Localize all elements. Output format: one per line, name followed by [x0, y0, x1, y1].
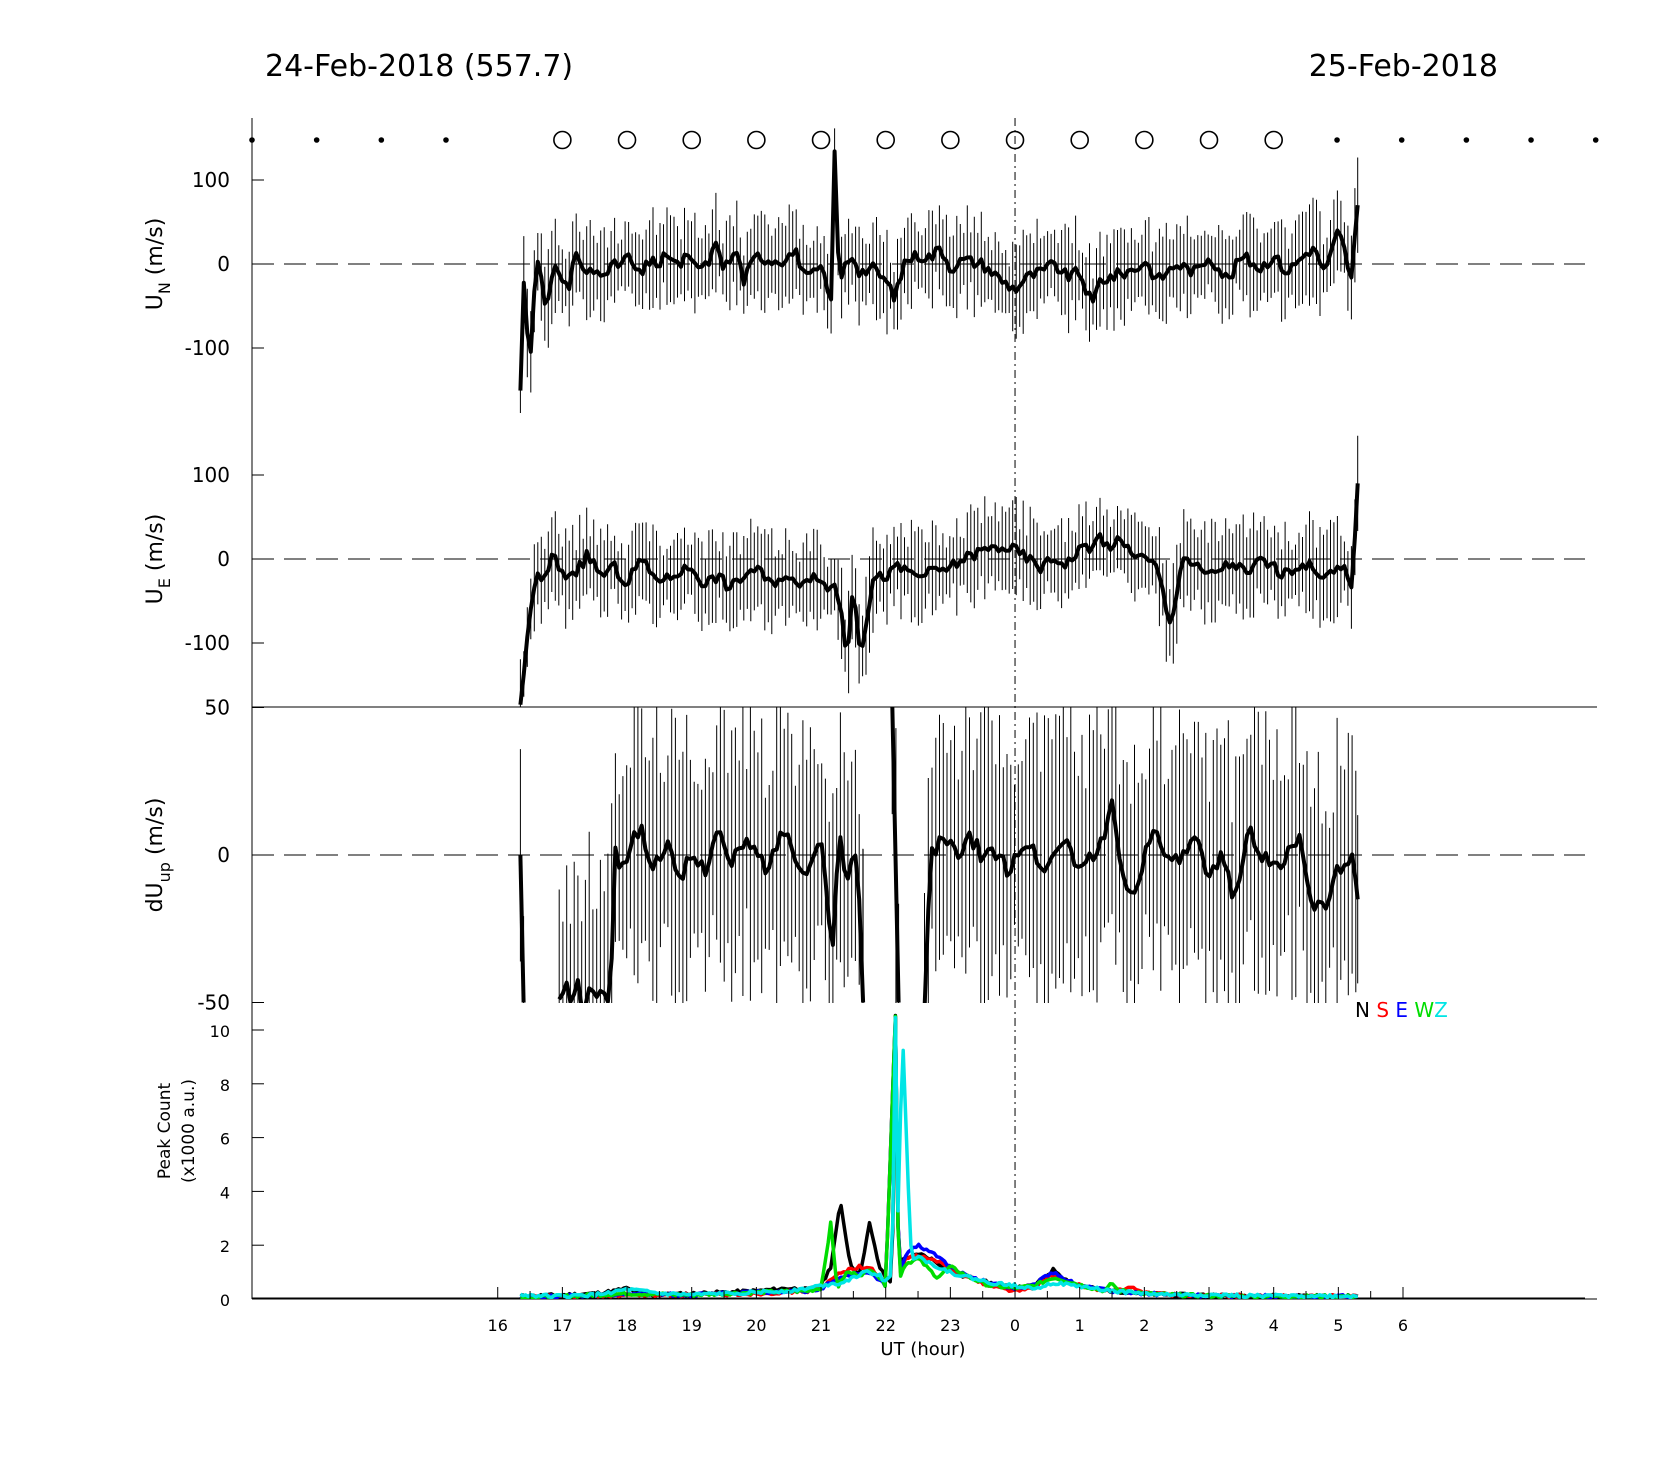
- y-tick-label: 6: [220, 1130, 230, 1149]
- x-tick-label: 4: [1269, 1316, 1279, 1335]
- hour-dot-marker: [249, 137, 255, 143]
- y-tick-label: 8: [220, 1076, 230, 1095]
- y-axis-label: UN (m/s): [143, 218, 174, 311]
- y-tick-label: 100: [192, 168, 230, 192]
- x-tick-label: 2: [1139, 1316, 1149, 1335]
- left-date-title: 24-Feb-2018 (557.7): [265, 49, 573, 84]
- legend-entry-E: E: [1395, 998, 1414, 1022]
- mean-trace: [518, 855, 526, 1003]
- hour-circle-marker: [747, 130, 766, 150]
- hour-circle-marker: [1264, 130, 1283, 150]
- right-date-title: 25-Feb-2018: [1309, 49, 1498, 84]
- un-panel: 100 0 -100 UN (m/s): [143, 118, 1585, 413]
- y-axis-label: UE (m/s): [143, 514, 174, 605]
- y-tick-label: 0: [217, 252, 230, 276]
- x-axis-label: UT (hour): [880, 1339, 965, 1360]
- hour-dot-marker: [1592, 137, 1599, 143]
- mean-trace: [518, 149, 1360, 391]
- y-axis-label: dUup (m/s): [143, 798, 174, 913]
- hour-dot-marker: [443, 137, 449, 143]
- y-tick-label: -50: [197, 991, 230, 1015]
- hour-circle-marker: [941, 130, 960, 150]
- hour-dot-marker: [1334, 137, 1340, 143]
- x-tick-label: 3: [1204, 1316, 1214, 1335]
- x-tick-label: 1: [1075, 1316, 1085, 1335]
- y-tick-label: 0: [217, 547, 230, 571]
- hour-dot-marker: [313, 137, 320, 143]
- x-tick-label: 6: [1398, 1316, 1408, 1335]
- legend-entry-Z: Z: [1434, 998, 1448, 1022]
- hour-circle-marker: [1135, 130, 1154, 150]
- x-tick-label: 17: [552, 1316, 572, 1335]
- x-tick-label: 19: [682, 1316, 702, 1335]
- x-tick-label: 18: [617, 1316, 637, 1335]
- mean-trace: [922, 798, 1360, 1003]
- x-tick-label: 21: [811, 1316, 831, 1335]
- mean-trace: [518, 483, 1360, 705]
- legend-text: N S E WZ: [1355, 998, 1448, 1022]
- y-tick-label: 0: [217, 843, 230, 867]
- hour-dot-marker: [378, 137, 385, 143]
- hour-circle-marker: [682, 130, 702, 150]
- dup-panel: 50 0 -50 dUup (m/s): [143, 696, 1597, 1015]
- y-tick-label: -100: [185, 336, 230, 360]
- hour-circle-marker: [1070, 130, 1089, 150]
- y-tick-label: 4: [220, 1183, 230, 1202]
- hour-circle-marker: [1199, 130, 1219, 150]
- x-tick-label: 23: [940, 1316, 960, 1335]
- legend-entry-W: W: [1414, 998, 1434, 1022]
- hour-dot-marker: [1398, 137, 1405, 143]
- y-tick-label: 10: [210, 1022, 230, 1041]
- x-tick-label: 5: [1333, 1316, 1343, 1335]
- x-tick-label: 20: [746, 1316, 766, 1335]
- hour-markers: [249, 130, 1599, 150]
- y-tick-label: 2: [220, 1237, 230, 1256]
- y-tick-label: 50: [205, 696, 230, 720]
- legend: N S E WZ: [1355, 998, 1448, 1022]
- x-tick-label: 16: [488, 1316, 508, 1335]
- x-tick-label: 0: [1010, 1316, 1020, 1335]
- ue-panel: 100 0 -100 UE (m/s): [143, 413, 1585, 707]
- hour-dot-marker: [1463, 137, 1470, 143]
- hour-circle-marker: [553, 130, 572, 150]
- peak-count-ylabel-line1: Peak Count: [155, 1083, 175, 1180]
- y-tick-label: 0: [220, 1291, 230, 1310]
- y-tick-label: -100: [185, 631, 230, 655]
- hour-dot-marker: [1528, 137, 1534, 143]
- series-Z-line: [519, 1015, 1358, 1299]
- peak-count-ylabel-line2: (x1000 a.u.): [179, 1079, 199, 1183]
- legend-entry-S: S: [1376, 998, 1395, 1022]
- mean-trace: [890, 707, 901, 1003]
- x-tick-label: 22: [876, 1316, 896, 1335]
- mean-trace: [557, 823, 866, 1003]
- hour-circle-marker: [617, 130, 637, 150]
- legend-entry-N: N: [1355, 998, 1376, 1022]
- peak-count-panel: 10 8 6 4 2 0: [210, 1003, 1597, 1310]
- hour-circle-marker: [876, 130, 896, 150]
- hour-circle-marker: [811, 130, 831, 150]
- y-tick-label: 100: [192, 463, 230, 487]
